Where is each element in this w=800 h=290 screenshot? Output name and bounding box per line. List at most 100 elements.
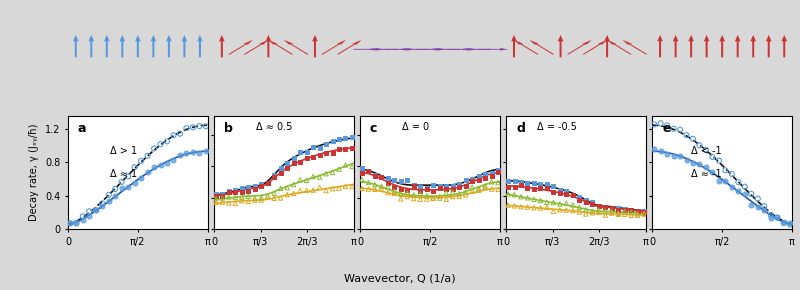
Point xyxy=(566,192,579,197)
Point xyxy=(631,211,644,216)
Point xyxy=(167,133,180,138)
Point xyxy=(375,187,388,191)
Point xyxy=(566,208,579,213)
Point xyxy=(638,209,650,213)
Point xyxy=(369,182,382,187)
Point xyxy=(96,203,109,208)
Point xyxy=(407,196,420,201)
Point xyxy=(612,205,625,210)
Point xyxy=(459,193,472,197)
Point xyxy=(586,202,598,206)
Point xyxy=(527,197,540,202)
Point xyxy=(134,176,147,181)
Point xyxy=(255,198,268,202)
Point xyxy=(199,124,212,128)
Point xyxy=(606,211,618,215)
Point xyxy=(427,196,440,200)
Point xyxy=(680,158,693,163)
Point xyxy=(326,170,339,175)
Point xyxy=(472,174,485,178)
Point xyxy=(355,166,368,171)
Point xyxy=(407,184,420,188)
Point xyxy=(592,204,605,209)
Point xyxy=(388,189,401,193)
Point xyxy=(778,221,790,225)
Point xyxy=(713,158,726,163)
Point xyxy=(274,171,287,175)
Point xyxy=(706,170,719,174)
Point xyxy=(625,213,638,218)
Point xyxy=(514,183,527,187)
Point xyxy=(394,197,407,201)
Point xyxy=(440,184,453,188)
Point xyxy=(508,179,521,183)
Point xyxy=(547,184,560,188)
Point xyxy=(514,204,527,209)
Point xyxy=(333,137,346,142)
Point xyxy=(485,173,498,178)
Point xyxy=(492,168,505,173)
Point xyxy=(70,220,82,225)
Point xyxy=(427,189,440,193)
Point xyxy=(274,196,287,200)
Point xyxy=(414,184,426,189)
Point xyxy=(313,175,326,179)
Point xyxy=(306,174,319,179)
Point xyxy=(294,149,306,154)
Point xyxy=(274,186,287,191)
Point xyxy=(726,184,738,189)
Point xyxy=(541,182,554,186)
Point xyxy=(784,222,797,227)
Point xyxy=(478,184,491,188)
Point xyxy=(434,184,446,189)
Point xyxy=(242,194,254,199)
Point xyxy=(534,198,547,203)
Point xyxy=(346,184,358,189)
Point xyxy=(161,139,174,144)
Point xyxy=(541,205,554,210)
Point xyxy=(306,188,319,193)
Point xyxy=(579,207,592,212)
Point xyxy=(401,191,414,195)
Point xyxy=(414,191,426,196)
Point xyxy=(216,200,229,204)
Point xyxy=(579,197,592,202)
Point xyxy=(648,147,661,151)
Point xyxy=(300,150,313,155)
Point xyxy=(235,190,248,195)
Point xyxy=(128,180,141,185)
Point xyxy=(686,160,699,165)
Point xyxy=(485,171,498,175)
Point xyxy=(300,188,313,193)
Point xyxy=(339,147,352,152)
Point xyxy=(148,146,161,151)
Point xyxy=(485,180,498,184)
Point xyxy=(128,165,141,170)
Text: Δ = 0: Δ = 0 xyxy=(402,122,429,132)
Point xyxy=(174,153,186,157)
Point xyxy=(401,194,414,199)
Text: Δ < -1: Δ < -1 xyxy=(691,146,722,156)
Point xyxy=(326,151,339,155)
Text: Δ ≈ 0.5: Δ ≈ 0.5 xyxy=(256,122,292,132)
Point xyxy=(502,185,514,189)
Point xyxy=(339,163,352,167)
Point xyxy=(732,188,745,193)
Point xyxy=(255,184,268,188)
Text: c: c xyxy=(370,122,378,135)
Point xyxy=(102,198,115,203)
Point xyxy=(599,205,612,210)
Point xyxy=(115,180,128,184)
Point xyxy=(141,170,154,174)
Point xyxy=(262,181,274,185)
Point xyxy=(199,148,212,153)
Point xyxy=(751,205,764,209)
Point xyxy=(466,185,478,189)
Point xyxy=(90,208,102,212)
Point xyxy=(758,208,770,212)
Point xyxy=(369,173,382,178)
Point xyxy=(699,148,712,153)
Point xyxy=(294,159,306,164)
Point xyxy=(186,125,199,130)
Point xyxy=(453,191,466,196)
